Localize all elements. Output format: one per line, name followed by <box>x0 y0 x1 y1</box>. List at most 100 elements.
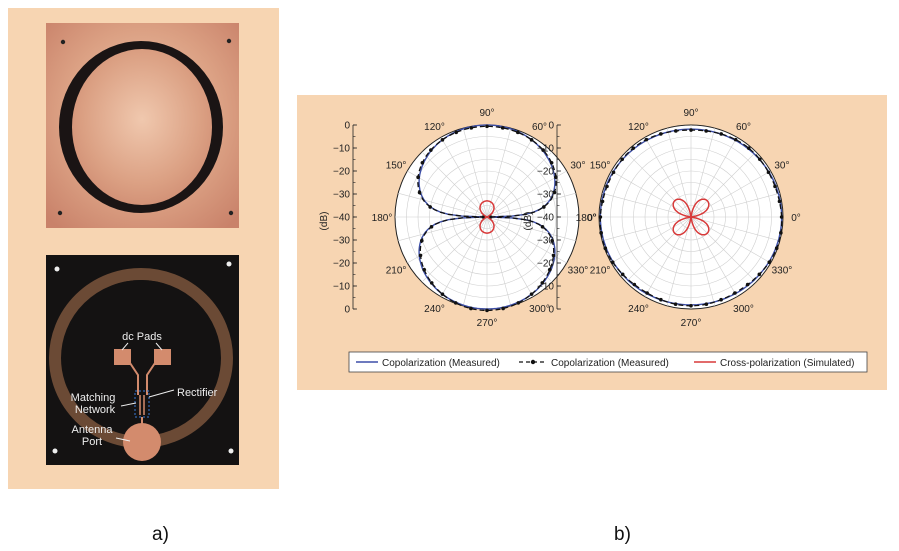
polar-angle-label: 30° <box>774 161 789 172</box>
radial-tick-label: −10 <box>333 282 350 293</box>
legend-label-3: Cross-polarization (Simulated) <box>720 358 855 369</box>
polar-grid-spoke <box>611 170 692 218</box>
series-copol-measured-point <box>766 170 771 175</box>
series-copol-measured-point <box>500 126 505 130</box>
series-copol-measured-point <box>453 301 458 305</box>
callout-line <box>120 402 137 407</box>
subfigure-label-a: a) <box>152 524 169 545</box>
matching-label-1: Matching <box>71 392 116 404</box>
series-copol-measured-point <box>659 297 663 302</box>
radial-tick-label: −20 <box>333 167 350 178</box>
series-copol-measured-point <box>420 238 424 243</box>
series-copol-measured-point <box>704 302 709 306</box>
polar-grid-spoke <box>486 216 553 283</box>
polar-grid-spoke <box>486 216 576 242</box>
series-copol-measured-point <box>485 308 489 313</box>
antenna-bottom-drawing: dc Pads Rectifier Matching Network Anten… <box>46 255 239 465</box>
antenna-label-2: Port <box>82 436 102 448</box>
radial-tick-label: −30 <box>333 236 350 247</box>
polar-angle-label: 90° <box>683 108 698 119</box>
series-copol-measured-point <box>620 157 625 162</box>
callout-line <box>121 342 129 351</box>
series-copol-measured-point <box>745 282 750 287</box>
polar-grid-spoke <box>421 151 488 218</box>
legend-label-2: Copolarization (Measured) <box>551 358 669 369</box>
polar-grid-spoke <box>611 216 692 264</box>
radial-tick-label: 0 <box>344 121 350 132</box>
series-copol-measured-point <box>516 301 521 305</box>
series-copol-measured-point <box>689 303 693 308</box>
polar-grid-spoke <box>440 137 488 218</box>
radial-tick-label: −20 <box>333 259 350 270</box>
polar-grid-spoke <box>690 216 780 242</box>
dc-pad-left <box>114 349 131 365</box>
polar-grid-spoke <box>421 216 488 283</box>
legend-label-1: Copolarization (Measured) <box>382 358 500 369</box>
series-copol-measured-point <box>542 205 546 209</box>
dc-pads-label: dc Pads <box>122 331 162 343</box>
polar-grid-spoke <box>690 151 757 218</box>
series-copol-measured-point <box>632 282 637 287</box>
polar-grid-spoke <box>666 216 692 306</box>
polar-grid-spoke <box>690 128 716 218</box>
series-copol-measured-point <box>719 297 723 302</box>
polar-angle-label: 300° <box>733 304 754 315</box>
pattern-panel <box>297 95 887 390</box>
radial-tick-label: −30 <box>537 236 554 247</box>
rectifier-label: Rectifier <box>177 387 218 399</box>
radial-tick-label: −30 <box>537 190 554 201</box>
polar-angle-label: 0° <box>587 213 597 224</box>
screw-hole <box>60 39 66 45</box>
polar-angle-label: 150° <box>386 161 407 172</box>
series-copol-measured-point <box>733 291 737 295</box>
polar-grid-spoke <box>690 216 771 264</box>
series-copol-measured-point <box>550 238 554 243</box>
callout-line <box>148 389 175 398</box>
series-copol-measured-point <box>598 215 603 219</box>
series-copol-measured-point <box>469 126 474 130</box>
series-crosspol-simulated <box>479 200 495 234</box>
radial-tick-label: −10 <box>333 144 350 155</box>
polar-grid-spoke <box>398 216 488 242</box>
callout-line <box>155 342 163 351</box>
polar-grid-spoke <box>486 216 534 297</box>
dc-pad-right <box>154 349 171 365</box>
screw-hole <box>57 210 63 216</box>
series-copol-measured-point <box>605 184 609 189</box>
polar-angle-label: 60° <box>532 122 547 133</box>
polar-grid-spoke <box>602 216 692 242</box>
series-copol-measured-point <box>469 306 473 311</box>
polar-grid-spoke <box>440 216 488 297</box>
polar-grid-spoke <box>602 192 692 218</box>
subfigure-label-b: b) <box>614 524 631 545</box>
series-copol-measured-point <box>774 246 779 250</box>
antenna-top-drawing <box>46 23 239 228</box>
radial-tick-label: 0 <box>548 305 554 316</box>
series-copol-measured-point <box>673 302 678 306</box>
radiation-pattern-figure: Copolarization (Measured) Copolarization… <box>319 108 868 373</box>
series-copol-measured-point <box>440 138 445 142</box>
polar-grid-spoke <box>690 216 738 297</box>
screw-hole <box>226 261 232 267</box>
polar-angle-label: 180° <box>576 213 597 224</box>
polar-angle-label: 90° <box>479 108 494 119</box>
series-copol-measured-point <box>485 124 489 129</box>
polar-angle-label: 240° <box>628 304 649 315</box>
series-copol-measured-point <box>454 130 458 135</box>
polar-grid-spoke <box>666 128 692 218</box>
pad-traces <box>129 362 156 395</box>
polar-grid-spoke <box>690 137 738 218</box>
polar-angle-label: 330° <box>772 266 793 277</box>
polar-angle-label: 60° <box>736 122 751 133</box>
radial-tick-label: 0 <box>344 305 350 316</box>
polar-grid-spoke <box>486 137 534 218</box>
series-copol-measured-point <box>767 260 772 264</box>
polar-grid-spoke <box>486 170 567 218</box>
series-copol-measured-point <box>644 137 649 142</box>
series-copol-measured-point <box>418 253 423 258</box>
series-copol-measured-point <box>779 215 784 219</box>
series-copol-measured-point <box>620 272 625 277</box>
legend-box <box>348 351 868 373</box>
radial-tick-label: −30 <box>333 190 350 201</box>
screw-hole <box>226 38 232 44</box>
